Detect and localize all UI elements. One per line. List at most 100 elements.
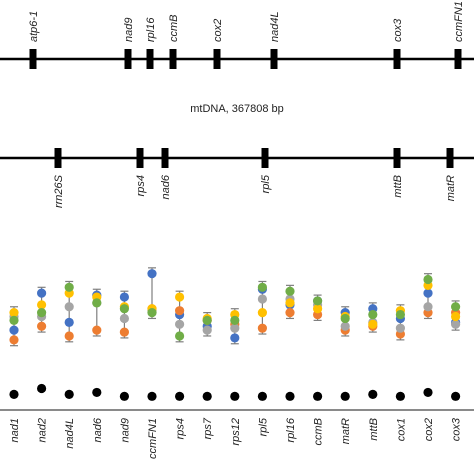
x-tick-ccmFN1: ccmFN1 (147, 418, 159, 459)
point-s6-matR (340, 391, 350, 401)
gene-box-nad9 (124, 49, 132, 69)
point-s5-rpl5 (257, 282, 267, 292)
point-s1-nad4L (64, 317, 74, 327)
point-s3-rps4 (175, 319, 185, 329)
point-s2-nad9 (119, 327, 129, 337)
point-s5-rps7 (202, 315, 212, 325)
point-s6-cox2 (423, 387, 433, 398)
point-s4-rpl5 (257, 308, 267, 318)
gene-box-cox3 (393, 49, 401, 69)
point-s5-matR (340, 313, 350, 324)
gene-label-atp6-1: atp6-1 (28, 11, 40, 42)
x-tick-rps12: rps12 (230, 418, 242, 446)
gene-box-ccmB (169, 49, 177, 69)
point-s5-cox1 (395, 309, 405, 320)
point-s1-nad2 (37, 288, 47, 298)
point-s4-mttB (368, 319, 378, 329)
point-s4-rps4 (175, 292, 185, 302)
x-tick-rpl16: rpl16 (285, 417, 297, 442)
point-s2-rpl16 (285, 308, 295, 318)
gene-label-rpl5: rpl5 (260, 174, 272, 193)
point-s4-nad2 (37, 300, 47, 310)
point-s5-nad6 (92, 298, 102, 308)
gene-box-rps4 (136, 148, 144, 168)
gene-label-ccmB: ccmB (168, 15, 180, 43)
x-tick-nad1: nad1 (9, 418, 21, 442)
point-s6-nad2 (37, 383, 47, 394)
x-tick-cox2: cox2 (423, 418, 435, 441)
point-s2-nad2 (37, 321, 47, 331)
point-s3-rps7 (202, 325, 212, 335)
point-s2-nad4L (64, 331, 74, 341)
point-s6-rpl5 (257, 391, 267, 401)
point-s6-rpl16 (285, 391, 295, 401)
point-s6-ccmB (313, 391, 323, 401)
gene-label-nad6: nad6 (160, 174, 172, 199)
point-s1-nad1 (9, 325, 19, 335)
point-s5-nad4L (64, 282, 74, 292)
gene-box-mttB (393, 148, 401, 168)
point-s3-rpl5 (257, 294, 267, 304)
point-s3-rps12 (230, 323, 240, 333)
point-s6-nad6 (92, 387, 102, 398)
expression-chart: nad1 nad2 nad4L nad6 nad9 ccmFN1 rps4 rps7 rps12… (0, 267, 474, 459)
x-tick-rpl5: rpl5 (257, 417, 269, 436)
chart-x-tick-labels: nad1 nad2 nad4L nad6 nad9 ccmFN1 rps4 rps7 rps12… (9, 417, 463, 459)
point-s5-ccmB (313, 296, 323, 306)
point-s1-cox2 (423, 288, 433, 298)
x-tick-mttB: mttB (368, 418, 380, 441)
x-tick-nad4L: nad4L (64, 418, 76, 449)
point-s6-nad4L (64, 389, 74, 399)
point-s3-nad9 (119, 313, 129, 324)
gene-box-cox2 (213, 49, 221, 69)
point-s6-nad9 (119, 391, 129, 401)
point-s6-cox3 (451, 391, 461, 401)
point-s4-ccmB (313, 304, 323, 314)
mtdna-label: mtDNA, 367808 bp (190, 103, 284, 115)
point-s2-rpl5 (257, 323, 267, 333)
point-s1-rps12 (230, 333, 240, 343)
point-s5-nad2 (37, 308, 47, 318)
point-s2-nad1 (9, 335, 19, 345)
gene-label-cox2: cox2 (212, 19, 224, 42)
gene-box-rpl5 (261, 148, 269, 168)
point-s5-cox3 (451, 302, 461, 312)
point-s6-nad1 (9, 389, 19, 399)
x-tick-rps4: rps4 (175, 418, 187, 439)
point-s6-rps7 (202, 391, 212, 401)
gene-label-cox3: cox3 (392, 18, 404, 42)
gene-label-nad4L: nad4L (269, 11, 281, 42)
point-s3-cox3 (451, 319, 461, 329)
top-gene-track: atp6-1 nad9 rpl16 ccmB cox2 nad4L cox3 ccmFN1 (28, 1, 465, 69)
gene-box-rpl16 (146, 49, 154, 69)
point-s1-ccmFN1 (147, 269, 157, 279)
point-s6-rps12 (230, 391, 240, 401)
point-s3-cox1 (395, 323, 405, 333)
chart-marks (9, 267, 461, 401)
point-s5-cox2 (423, 274, 433, 285)
point-s3-nad4L (64, 302, 74, 312)
point-s5-ccmFN1 (147, 308, 157, 318)
gene-label-mttB: mttB (392, 175, 404, 198)
gene-box-atp6-1 (29, 49, 37, 69)
point-s1-nad9 (119, 292, 129, 302)
x-tick-cox1: cox1 (395, 418, 407, 441)
point-s5-rps12 (230, 315, 240, 325)
point-s5-mttB (368, 309, 378, 320)
gene-label-nad9: nad9 (123, 18, 135, 42)
point-s5-nad1 (9, 315, 19, 325)
x-tick-rps7: rps7 (202, 417, 214, 439)
point-s4-cox3 (451, 311, 461, 322)
point-s6-ccmFN1 (147, 391, 157, 401)
gene-label-rps4: rps4 (135, 175, 147, 196)
point-s5-nad9 (119, 304, 129, 314)
point-s4-rpl16 (285, 298, 295, 308)
x-tick-nad2: nad2 (37, 418, 49, 442)
x-tick-ccmB: ccmB (313, 418, 325, 446)
gene-label-rpl16: rpl16 (145, 17, 157, 42)
gene-label-ccmFN1: ccmFN1 (453, 1, 465, 42)
point-s6-cox1 (395, 391, 405, 401)
point-s5-rps4 (175, 331, 185, 341)
point-s3-cox2 (423, 302, 433, 312)
x-tick-cox3: cox3 (451, 417, 463, 441)
